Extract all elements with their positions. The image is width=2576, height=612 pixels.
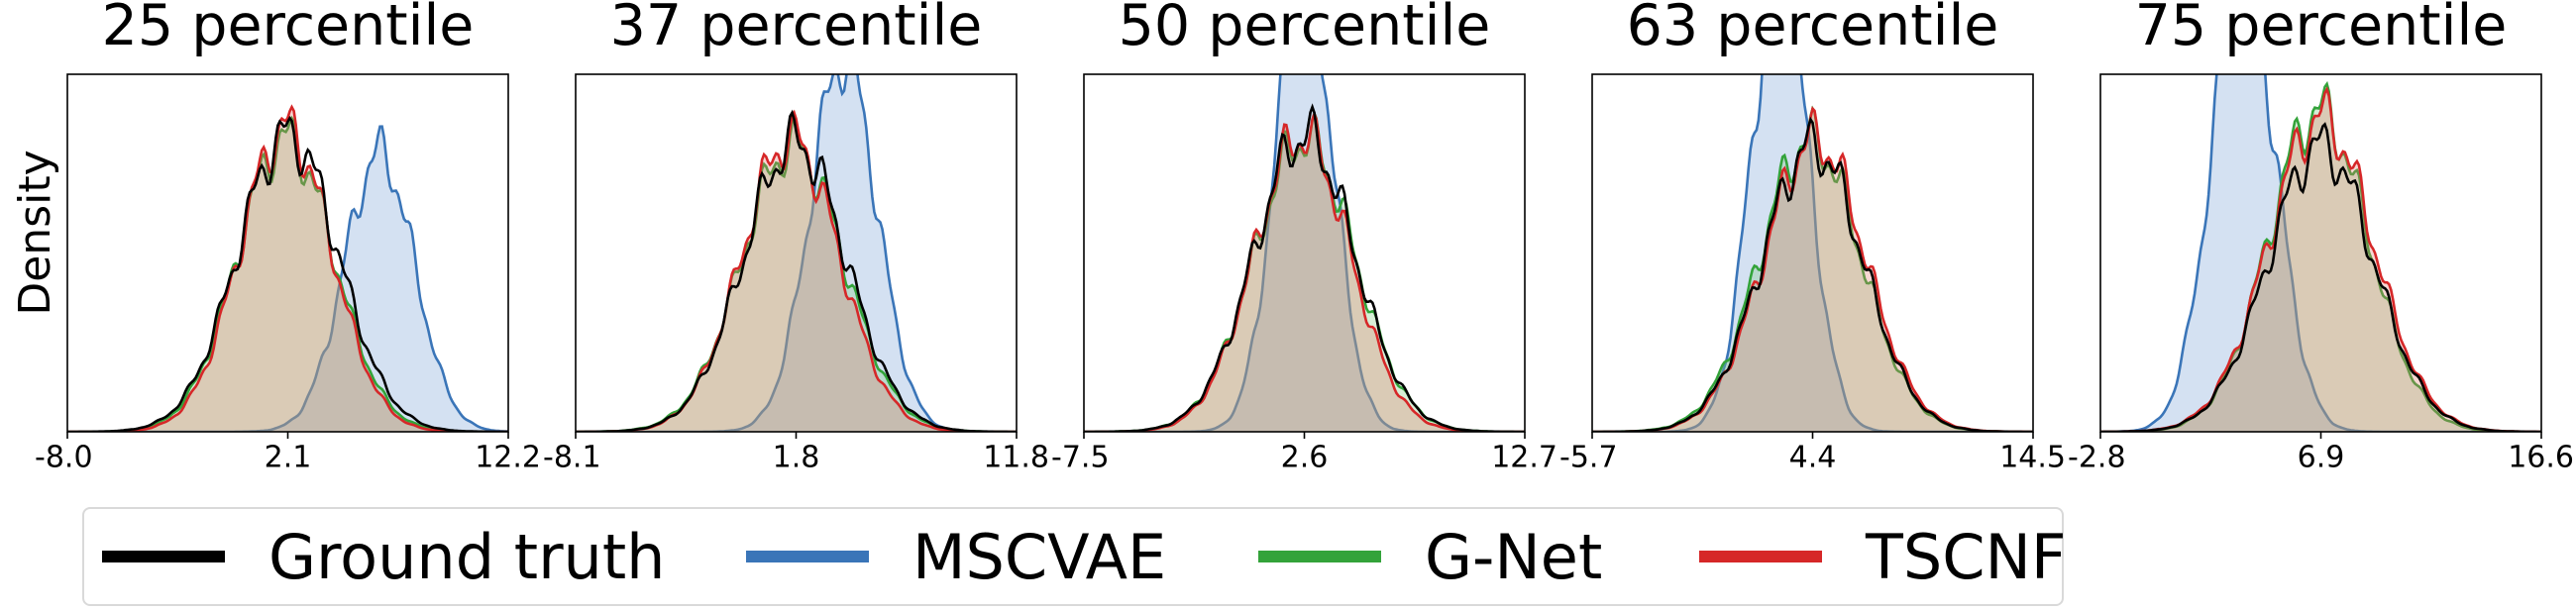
area-tscnf-3 [1084,113,1525,432]
area-mscvae-1 [67,126,508,432]
area-mscvae-5 [2100,74,2541,432]
legend-swatch-tscnf [1699,551,1822,562]
panel-3: 50 percentile -7.5 2.6 12.7 [1051,0,1557,475]
line-ground-truth-3 [1084,103,1525,432]
area-g-net-5 [2100,83,2541,432]
x-tick-label-3-3: 12.7 [1491,441,1557,475]
x-tick-label-2-3: 11.8 [983,441,1049,475]
line-mscvae-1 [67,125,508,432]
legend-label-g-net: G-Net [1425,520,1603,593]
area-mscvae-2 [576,74,1017,432]
x-tick-label-1-2: 2.1 [265,441,312,475]
panel-5: 75 percentile -2.8 6.9 16.6 [2068,0,2574,475]
panel-title-3: 50 percentile [1119,0,1491,58]
area-g-net-1 [67,118,508,432]
x-tick-label-1-1: -8.0 [35,441,93,475]
x-tick-label-5-1: -2.8 [2068,441,2126,475]
panel-title-1: 25 percentile [102,0,475,58]
legend-swatch-mscvae [746,551,869,562]
x-tick-label-3-1: -7.5 [1051,441,1110,475]
area-mscvae-4 [1592,74,2033,432]
area-tscnf-1 [67,107,508,432]
area-tscnf-4 [1592,108,2033,432]
panel-4: 63 percentile -5.7 4.4 14.5 [1559,0,2066,475]
x-tick-label-3-2: 2.6 [1281,441,1329,475]
line-ground-truth-1 [67,115,508,432]
legend-swatch-ground-truth [102,551,225,562]
x-tick-label-2-1: -8.1 [543,441,601,475]
line-mscvae-5 [2100,74,2541,432]
legend-item-mscvae: MSCVAE [746,509,1166,604]
x-tick-label-4-3: 14.5 [1999,441,2066,475]
legend: Ground truth MSCVAE G-Net TSCNF [82,507,2067,606]
legend-item-ground-truth: Ground truth [102,509,665,604]
legend-swatch-g-net [1258,551,1381,562]
panel-2: 37 percentile -8.1 1.8 11.8 [543,0,1049,475]
legend-label-mscvae: MSCVAE [912,520,1167,593]
panel-title-5: 75 percentile [2135,0,2508,58]
x-tick-label-4-1: -5.7 [1559,441,1618,475]
line-ground-truth-5 [2100,122,2541,432]
area-g-net-2 [576,119,1017,432]
panel-title-4: 63 percentile [1627,0,1999,58]
area-mscvae-3 [1084,74,1525,432]
area-tscnf-2 [576,112,1017,432]
legend-label-ground-truth: Ground truth [268,520,666,593]
line-tscnf-1 [67,104,508,432]
legend-label-tscnf: TSCNF [1866,520,2067,593]
area-g-net-4 [1592,108,2033,432]
x-tick-label-5-3: 16.6 [2508,441,2574,475]
panel-1: 25 percentile -8.0 2.1 12.2 [35,0,541,475]
x-tick-label-4-2: 4.4 [1789,441,1837,475]
line-ground-truth-2 [576,109,1017,432]
x-tick-label-5-2: 6.9 [2298,441,2345,475]
line-ground-truth-4 [1592,116,2033,432]
area-tscnf-5 [2100,89,2541,432]
legend-item-g-net: G-Net [1258,509,1602,604]
legend-item-tscnf: TSCNF [1699,509,2067,604]
y-axis-label: Density [10,150,60,315]
panel-title-2: 37 percentile [610,0,983,58]
x-tick-label-1-3: 12.2 [475,441,541,475]
x-tick-label-2-2: 1.8 [773,441,820,475]
area-g-net-3 [1084,113,1525,432]
